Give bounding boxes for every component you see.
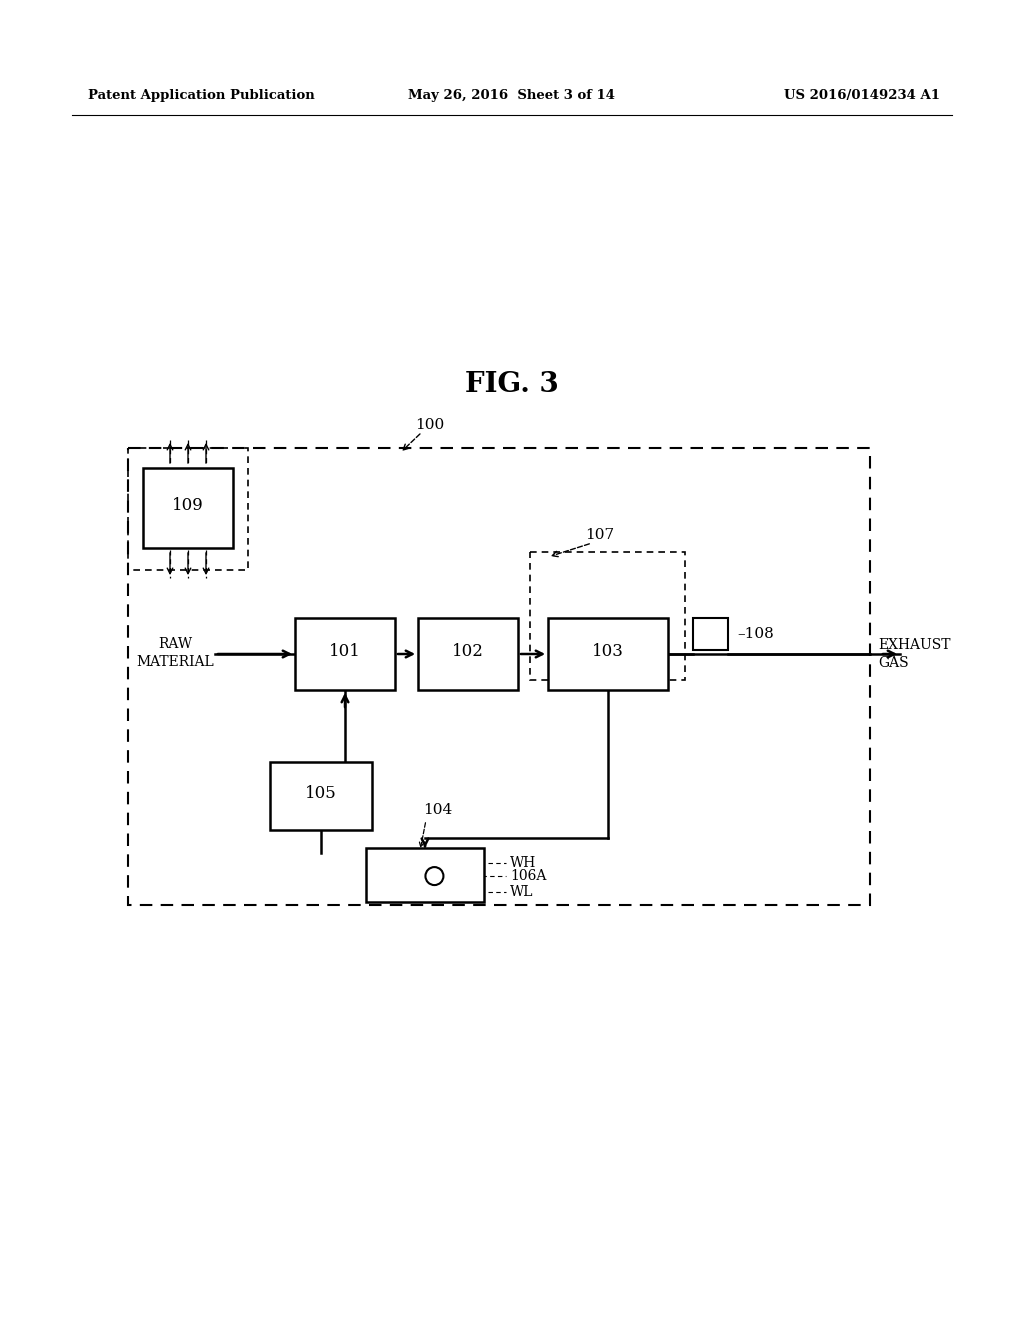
Bar [693,618,728,649]
Text: 107: 107 [586,528,614,543]
Text: 102: 102 [452,643,484,660]
Bar [270,762,372,830]
Text: 105: 105 [305,784,337,801]
Text: Patent Application Publication: Patent Application Publication [88,88,314,102]
Text: WL: WL [510,886,534,899]
Text: 109: 109 [172,496,204,513]
Bar [143,469,233,548]
Text: 104: 104 [423,803,453,817]
Bar [128,447,248,570]
Text: 101: 101 [329,643,360,660]
Text: FIG. 3: FIG. 3 [465,371,559,399]
Text: MATERIAL: MATERIAL [136,655,214,669]
Bar [530,552,685,680]
Text: WH: WH [510,857,537,870]
Text: RAW: RAW [158,638,193,651]
Text: May 26, 2016  Sheet 3 of 14: May 26, 2016 Sheet 3 of 14 [409,88,615,102]
Text: GAS: GAS [878,656,908,671]
Bar [418,618,518,690]
Bar [295,618,395,690]
Bar [548,618,668,690]
Text: –108: –108 [737,627,774,642]
Text: 106A: 106A [510,869,547,883]
Text: EXHAUST: EXHAUST [878,638,950,652]
Bar [128,447,870,906]
Bar [366,847,484,902]
Text: US 2016/0149234 A1: US 2016/0149234 A1 [784,88,940,102]
Text: 103: 103 [592,643,624,660]
Text: 100: 100 [416,418,444,432]
